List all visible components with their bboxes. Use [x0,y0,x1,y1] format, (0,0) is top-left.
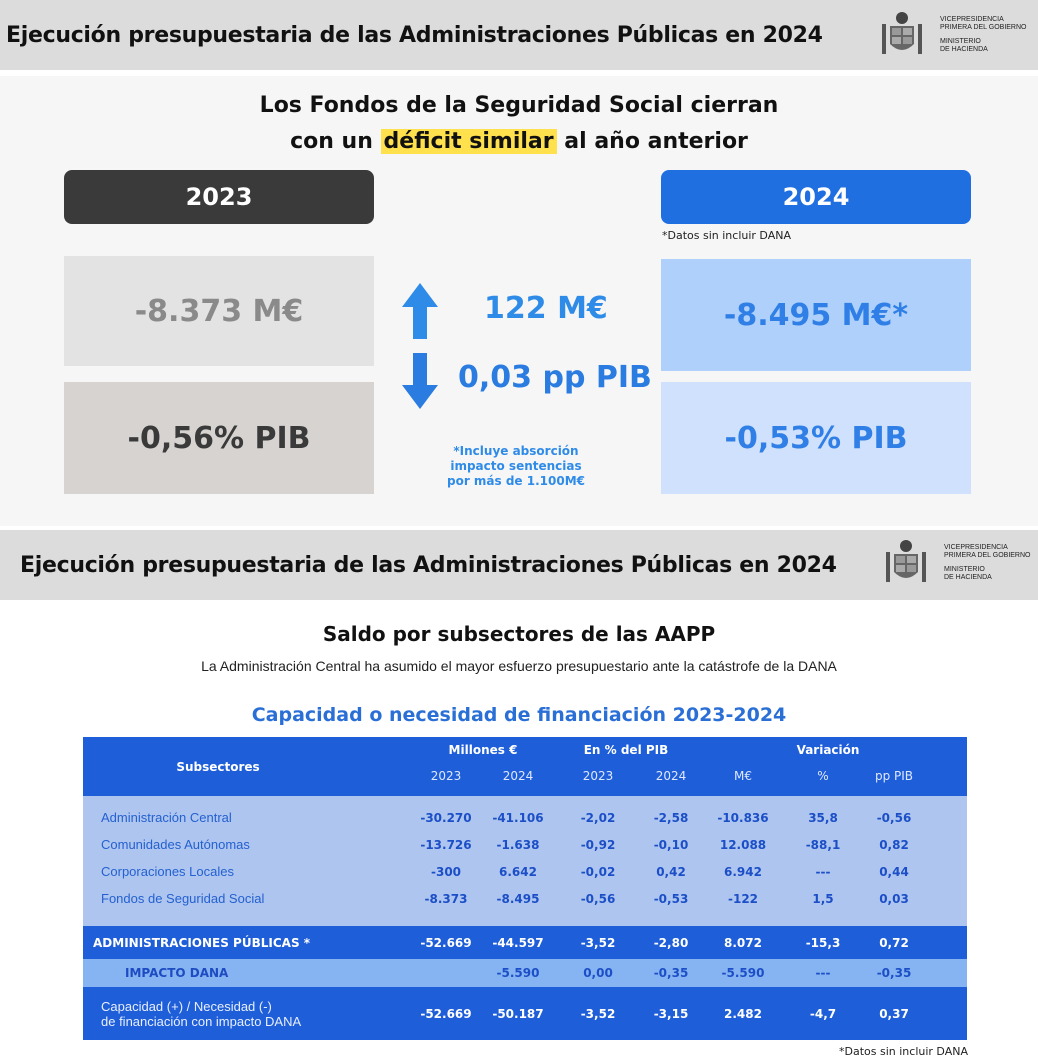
ministry-label: VICEPRESIDENCIA PRIMERA DEL GOBIERNO MIN… [944,544,1031,581]
change-pib: 0,03 pp PIB [458,360,652,395]
value-2023-meur: -8.373 M€ [64,256,374,366]
header-top: Ejecución presupuestaria de las Administ… [0,0,1038,70]
arrow-up-icon [400,281,440,341]
panel-seguridad-social: Los Fondos de la Seguridad Social cierra… [0,76,1038,526]
table-row: Fondos de Seguridad Social -8.373 -8.495… [101,891,909,906]
change-meur: 122 M€ [484,291,608,326]
sub-header: 2024 [502,769,534,783]
value-2024-meur: -8.495 M€* [661,259,971,371]
group-variacion: Variación [796,743,860,757]
ministry-label: VICEPRESIDENCIA PRIMERA DEL GOBIERNO MIN… [940,16,1027,53]
value-2023-pib: -0,56% PIB [64,382,374,494]
header-bottom: Ejecución presupuestaria de las Administ… [0,530,1038,600]
col-subsectores: Subsectores [176,759,260,774]
table-row: Administración Central -30.270 -41.106 -… [101,810,912,825]
headline-highlight: déficit similar [380,129,557,154]
sub-header: pp PIB [874,769,914,783]
panel2-subtitle: La Administración Central ha asumido el … [201,658,837,674]
table-row-dana: IMPACTO DANA -5.590 0,00 -0,35 -5.590 --… [83,959,967,987]
sub-header: M€ [734,769,752,783]
year-2024-label: 2024 [661,170,971,224]
sub-header: 2024 [655,769,687,783]
headline: Los Fondos de la Seguridad Social cierra… [259,93,779,154]
header-title: Ejecución presupuestaria de las Administ… [6,22,823,48]
group-pib: En % del PIB [583,743,669,757]
sub-header: 2023 [582,769,614,783]
table-row-final: Capacidad (+) / Necesidad (-) de financi… [83,987,967,1040]
sub-header: % [817,769,829,783]
footnote: *Datos sin incluir DANA [839,1045,968,1058]
table-row-total: ADMINISTRACIONES PÚBLICAS * -52.669 -44.… [83,926,967,959]
panel2-title: Saldo por subsectores de las AAPP [322,622,716,646]
sentencias-note: *Incluye absorción impacto sentencias po… [446,444,585,488]
datos-note: *Datos sin incluir DANA [662,229,791,242]
panel-subsectores: Saldo por subsectores de las AAPP La Adm… [0,600,1038,1059]
table-title: Capacidad o necesidad de financiación 20… [251,704,787,726]
arrow-down-icon [400,351,440,411]
table-row: Corporaciones Locales -300 6.642 -0,02 0… [101,864,909,879]
table-row: Comunidades Autónomas -13.726 -1.638 -0,… [101,837,909,852]
table-header: Subsectores Millones € En % del PIB Vari… [83,737,967,796]
sub-header: 2023 [430,769,462,783]
coat-of-arms-icon [880,10,924,60]
group-millones: Millones € [448,743,518,757]
value-2024-pib: -0,53% PIB [661,382,971,494]
year-2023-label: 2023 [64,170,374,224]
table-body: Administración Central -30.270 -41.106 -… [83,796,967,926]
coat-of-arms-icon [884,538,928,588]
header-title: Ejecución presupuestaria de las Administ… [20,552,837,578]
